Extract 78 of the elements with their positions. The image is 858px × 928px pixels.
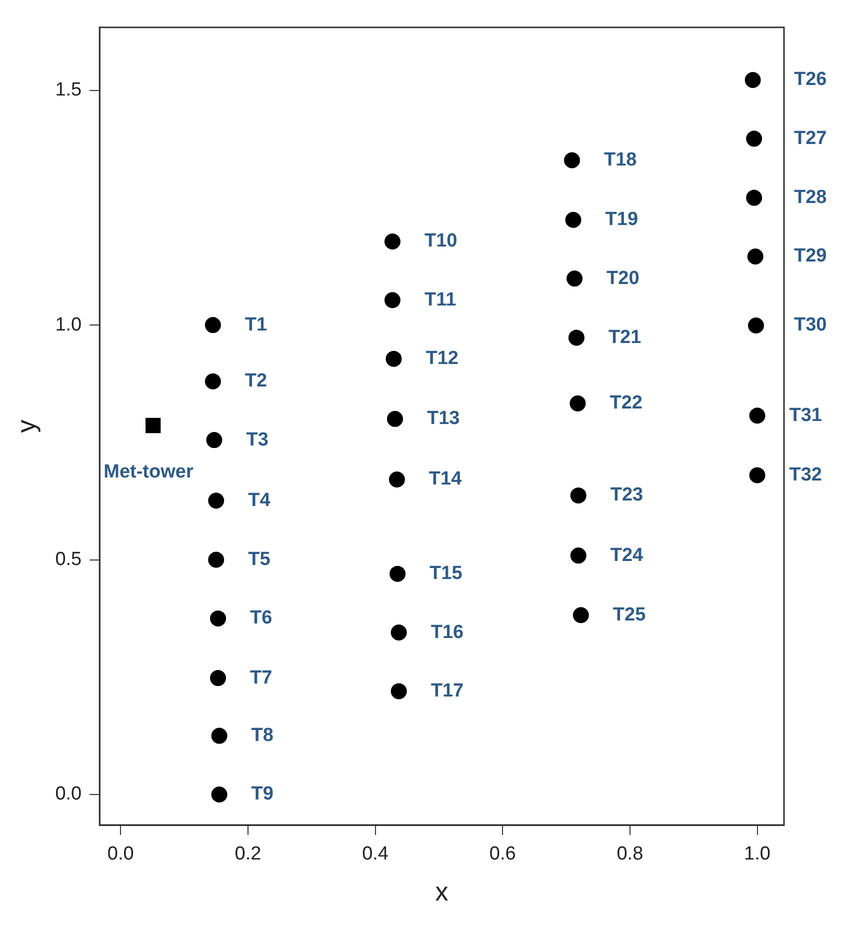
point — [208, 492, 224, 509]
point — [208, 552, 224, 568]
point — [390, 683, 407, 700]
point — [570, 395, 586, 412]
annotation: T22 — [610, 392, 642, 414]
point — [211, 786, 228, 802]
y-tick-label: 1.5 — [55, 80, 82, 101]
annotation: T28 — [794, 187, 827, 208]
annotation: T12 — [426, 348, 458, 370]
y-tick-label: 1.0 — [55, 314, 82, 336]
point — [206, 432, 222, 448]
y-tick-label: 0.0 — [55, 784, 82, 805]
point — [387, 410, 404, 427]
point — [390, 624, 407, 641]
annotation: T6 — [250, 608, 272, 629]
point — [749, 408, 766, 424]
annotation: T9 — [251, 784, 274, 805]
annotation: T30 — [794, 314, 827, 336]
annotation: T7 — [250, 667, 272, 688]
annotation: T24 — [610, 544, 644, 566]
annotation: T16 — [430, 622, 464, 643]
annotation: T15 — [430, 563, 463, 584]
x-tick-label: 1.0 — [744, 844, 770, 865]
annotation: T23 — [610, 484, 644, 506]
point — [570, 548, 586, 564]
point — [146, 418, 161, 434]
point — [386, 350, 402, 367]
point — [566, 270, 583, 287]
annotation: Met-tower — [104, 462, 194, 483]
x-tick-label: 0.4 — [362, 844, 389, 865]
point — [204, 317, 221, 334]
annotation: T20 — [606, 268, 640, 289]
point — [744, 72, 761, 88]
x-tick-label: 0.2 — [234, 844, 262, 865]
y-tick-label: 0.5 — [55, 548, 82, 570]
point — [746, 190, 762, 206]
annotation: T5 — [248, 548, 271, 570]
annotation: T26 — [794, 69, 827, 90]
point — [749, 467, 766, 484]
annotation: T4 — [248, 490, 271, 511]
annotation: T1 — [244, 314, 268, 336]
x-tick-label: 0.6 — [489, 844, 516, 865]
annotation: T14 — [428, 468, 462, 490]
point — [211, 728, 228, 744]
point — [747, 248, 764, 264]
annotation: T21 — [608, 326, 642, 348]
annotation: T31 — [789, 404, 822, 426]
annotation: T29 — [794, 246, 827, 267]
y-axis-title: y — [10, 420, 41, 433]
point — [210, 670, 226, 686]
annotation: T27 — [794, 128, 827, 149]
point — [565, 212, 582, 228]
point — [570, 487, 586, 504]
x-tick-label: 0.8 — [616, 844, 644, 865]
point — [390, 566, 406, 582]
point — [384, 233, 400, 250]
point — [564, 152, 580, 168]
annotation: T25 — [612, 604, 646, 626]
point — [210, 610, 226, 626]
point — [204, 373, 221, 390]
point — [384, 292, 400, 308]
annotation: T3 — [246, 429, 268, 450]
annotation: T2 — [244, 370, 268, 392]
annotation: T32 — [789, 464, 822, 486]
x-tick-label: 0.0 — [107, 844, 134, 865]
annotation: T19 — [605, 209, 638, 230]
point — [568, 330, 584, 346]
annotation: T11 — [424, 289, 457, 310]
annotation: T8 — [251, 725, 274, 746]
annotation: T13 — [427, 408, 460, 430]
point — [748, 318, 764, 334]
x-axis-title: x — [435, 876, 448, 907]
annotation: T18 — [604, 149, 637, 170]
point — [572, 607, 589, 624]
annotation: T10 — [424, 230, 458, 252]
point — [746, 130, 762, 147]
annotation: T17 — [430, 680, 464, 702]
point — [388, 471, 405, 488]
